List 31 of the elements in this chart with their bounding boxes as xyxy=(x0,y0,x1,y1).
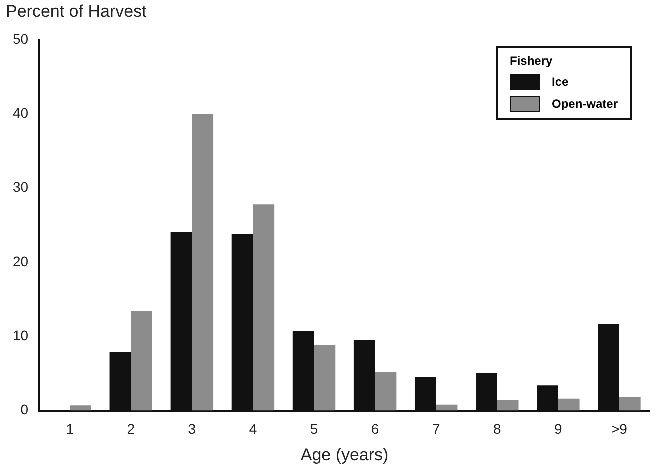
x-tick-label: 9 xyxy=(554,421,563,438)
x-tick-label: 5 xyxy=(310,421,318,438)
chart-title: Percent of Harvest xyxy=(6,2,147,22)
y-tick-label: 30 xyxy=(12,179,29,196)
bar xyxy=(70,406,92,411)
y-tick-label: 40 xyxy=(12,105,29,122)
y-tick-label: 20 xyxy=(12,253,29,270)
bar xyxy=(192,114,214,411)
x-tick-label: 6 xyxy=(371,421,380,438)
bar xyxy=(619,397,641,411)
x-tick-label: 4 xyxy=(249,421,258,438)
bar xyxy=(131,311,152,411)
bar xyxy=(253,204,275,411)
x-tick-label: 8 xyxy=(493,421,502,438)
x-tick-label: >9 xyxy=(611,421,628,438)
y-tick-label: 10 xyxy=(12,328,29,344)
bar xyxy=(314,346,336,411)
legend-title: Fishery xyxy=(510,54,554,68)
y-tick-label: 50 xyxy=(12,30,29,47)
x-tick-label: 3 xyxy=(188,421,196,438)
bar xyxy=(375,372,397,411)
bar xyxy=(436,404,458,411)
bar xyxy=(558,398,580,411)
legend-label: Ice xyxy=(552,75,569,89)
legend-label: Open-water xyxy=(552,97,618,111)
x-tick-label: 2 xyxy=(127,421,136,438)
x-tick-label: 1 xyxy=(66,421,74,438)
y-tick-label: 0 xyxy=(20,402,29,418)
bar xyxy=(497,400,519,411)
x-axis-title: Age (years) xyxy=(300,445,389,464)
x-tick-label: 7 xyxy=(432,421,440,438)
